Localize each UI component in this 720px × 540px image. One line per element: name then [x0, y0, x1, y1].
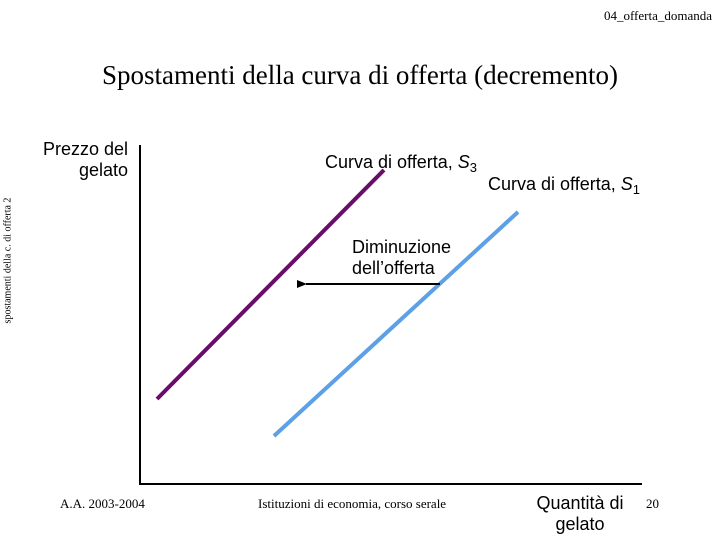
- s1-curve-label: Curva di offerta, S1: [488, 174, 640, 200]
- footer-academic-year: A.A. 2003-2004: [60, 496, 145, 511]
- page-number: 20: [646, 496, 659, 511]
- s3-curve-label: Curva di offerta, S3: [325, 152, 477, 178]
- supply-curve-s3: [155, 168, 386, 401]
- s1-symbol: S: [620, 174, 633, 194]
- y-axis-label: Prezzo del gelato: [42, 139, 128, 180]
- footer-course: Istituzioni di economia, corso serale: [258, 496, 447, 511]
- slide-title: Spostamenti della curva di offerta (decr…: [101, 60, 619, 90]
- s3-subscript: 3: [469, 160, 477, 175]
- s3-symbol: S: [457, 152, 470, 172]
- file-label: 04_offerta_domanda: [603, 8, 712, 23]
- supply-curve-s1: [272, 210, 520, 438]
- s1-subscript: 1: [632, 182, 640, 197]
- s3-label-text: Curva di offerta,: [325, 152, 458, 172]
- decrease-label: Diminuzione dell’offerta: [352, 237, 452, 278]
- x-axis-label: Quantità di gelato: [536, 493, 624, 534]
- s1-label-text: Curva di offerta,: [488, 174, 621, 194]
